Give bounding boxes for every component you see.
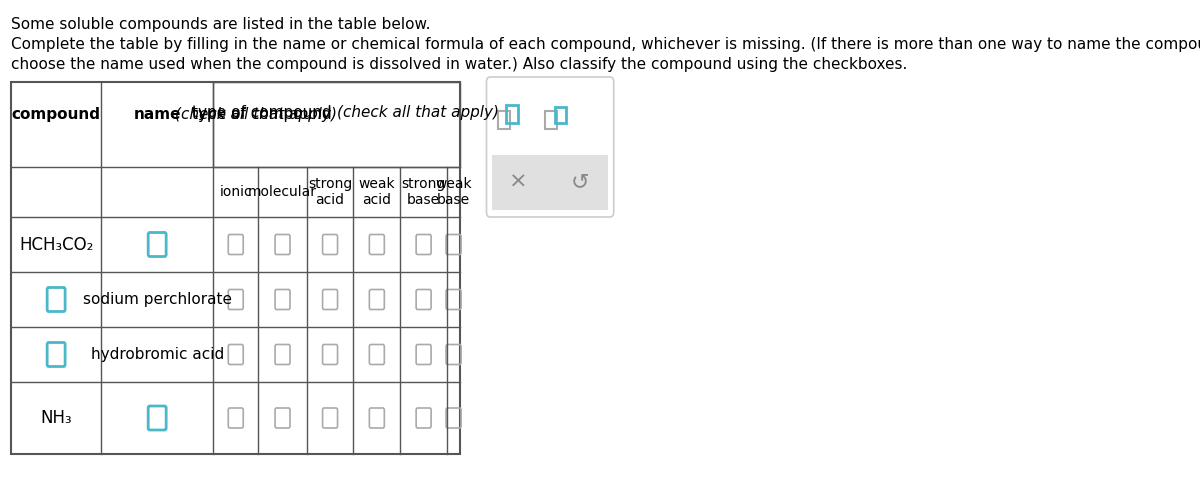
Text: type of compound: type of compound	[192, 107, 337, 122]
Text: type of compound: type of compound	[192, 105, 337, 120]
Text: ×: ×	[509, 172, 528, 192]
Text: hydrobromic acid: hydrobromic acid	[90, 347, 223, 362]
FancyBboxPatch shape	[486, 77, 613, 217]
Bar	[492, 155, 608, 210]
Text: ↺: ↺	[571, 172, 589, 192]
Text: name: name	[133, 107, 181, 122]
Text: compound: compound	[12, 107, 101, 122]
Text: Some soluble compounds are listed in the table below.: Some soluble compounds are listed in the…	[11, 17, 431, 32]
Text: Complete the table by filling in the name or chemical formula of each compound, : Complete the table by filling in the nam…	[11, 37, 1200, 52]
Text: molecular: molecular	[248, 185, 317, 199]
Bar	[545, 111, 557, 129]
Text: ionic: ionic	[220, 185, 252, 199]
Text: HCH₃CO₂: HCH₃CO₂	[19, 236, 94, 254]
Bar	[506, 105, 518, 123]
Text: sodium perchlorate: sodium perchlorate	[83, 292, 232, 307]
Text: choose the name used when the compound is dissolved in water.) Also classify the: choose the name used when the compound i…	[11, 57, 907, 72]
Bar	[498, 111, 510, 129]
Text: weak
base: weak base	[436, 177, 472, 207]
Bar	[11, 82, 461, 454]
Text: strong
base: strong base	[402, 177, 445, 207]
Text: weak
acid: weak acid	[359, 177, 395, 207]
Bar	[214, 82, 461, 167]
Text: NH₃: NH₃	[41, 409, 72, 427]
Text: (check all that apply): (check all that apply)	[337, 105, 499, 120]
Text: (check all that apply): (check all that apply)	[109, 107, 337, 122]
Text: strong
acid: strong acid	[308, 177, 352, 207]
Bar	[556, 107, 566, 123]
